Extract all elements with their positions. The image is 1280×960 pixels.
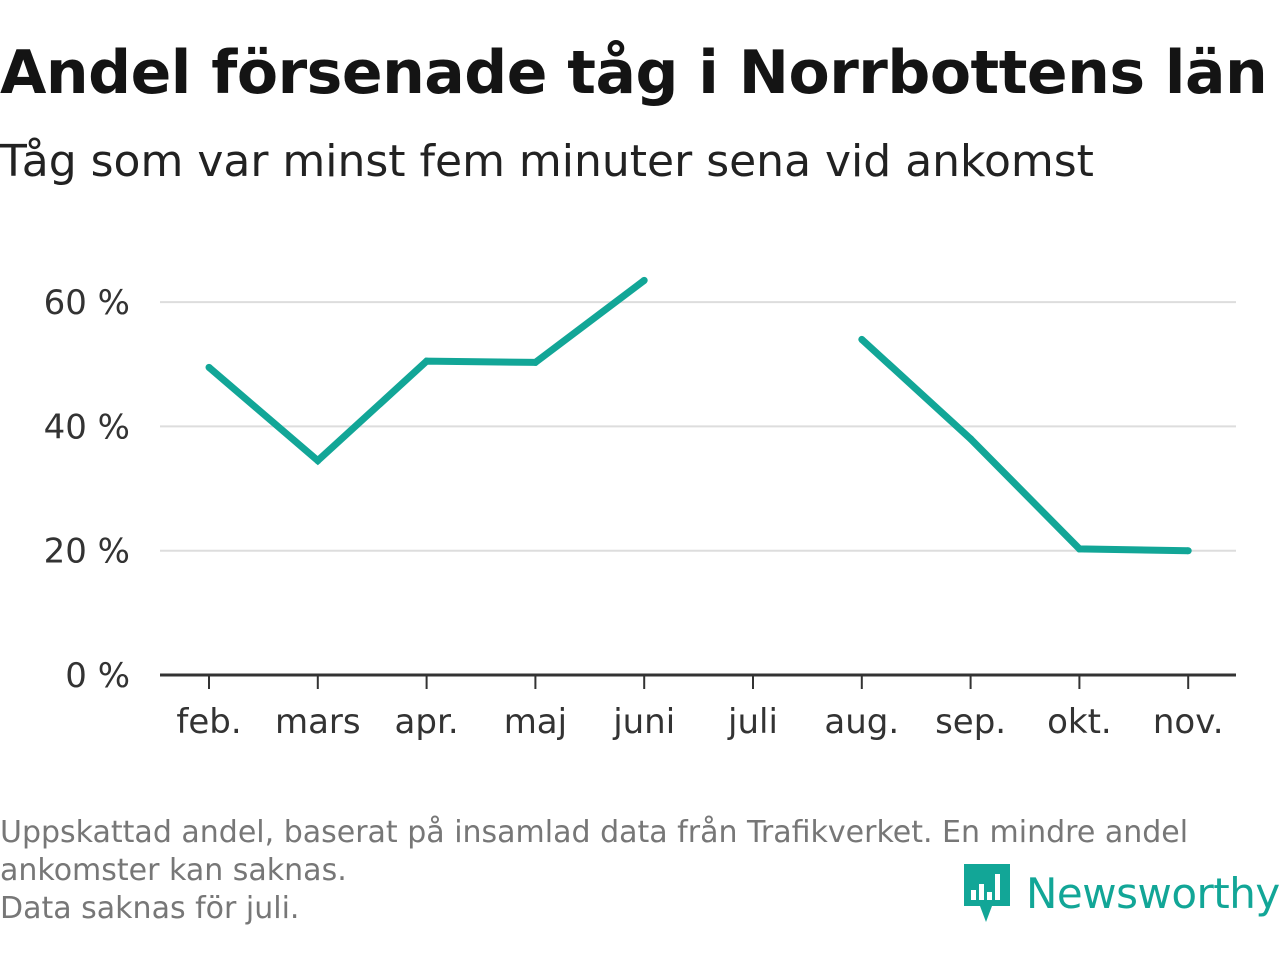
series-layer [205,276,1192,555]
footnote-line-1: Uppskattad andel, baserat på insamlad da… [0,815,1189,850]
y-tick-label: 40 % [44,407,130,447]
footnote-line-3: Data saknas för juli. [0,891,300,926]
chart-subtitle: Tåg som var minst fem minuter sena vid a… [0,136,1094,187]
data-point [967,435,975,443]
data-point [1075,545,1083,553]
x-tick-label: juni [612,702,675,742]
line-chart: 0 % 20 % 40 % 60 % feb. mars apr. maj juni juli a… [44,276,1236,742]
y-tick-label: 20 % [44,532,130,572]
x-tick-label: maj [504,702,567,742]
x-tick-label: mars [275,702,361,742]
data-point [858,335,866,343]
x-tick-label: sep. [935,702,1006,742]
series-line-segment [859,336,1189,555]
data-point [640,276,648,284]
newsworthy-logo-icon [964,864,1010,922]
newsworthy-logo[interactable]: Newsworthy [962,862,1280,924]
x-tick-label: okt. [1047,702,1112,742]
y-tick-label: 0 % [65,656,130,696]
x-tick-label: apr. [395,702,459,742]
footnote: Uppskattad andel, baserat på insamlad da… [0,814,1188,928]
x-tick-label: aug. [824,702,899,742]
data-point [205,363,213,371]
data-point [531,358,539,366]
series-line-segment [206,277,647,466]
y-tick-label: 60 % [44,283,130,323]
x-tick-label: juli [727,702,778,742]
data-point [314,457,322,465]
footnote-line-2: ankomster kan saknas. [0,853,347,888]
grid-layer: 0 % 20 % 40 % 60 % [44,283,1236,696]
x-tick-label: feb. [176,702,241,742]
logo-text: Newsworthy [1026,868,1280,918]
x-axis: feb. mars apr. maj juni juli aug. sep. okt. nov. [160,673,1236,742]
x-tick-label: nov. [1153,702,1224,742]
data-point [423,357,431,365]
chart-title: Andel försenade tåg i Norrbottens län [0,38,1268,108]
data-point [1184,547,1192,555]
